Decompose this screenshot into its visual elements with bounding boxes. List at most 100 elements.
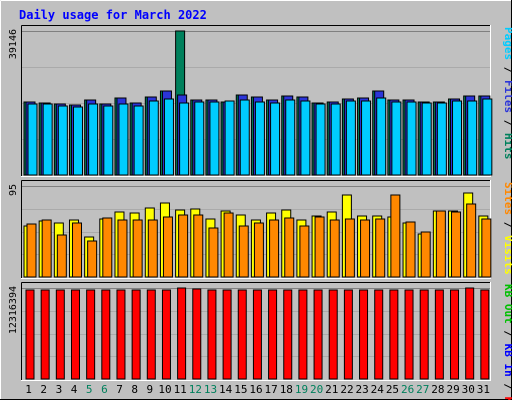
bar-visits-sites-day-10 [162,216,173,278]
x-label-day-11: 11 [174,383,187,396]
bar-hits-pages-day-22 [345,100,356,176]
bar-hits-pages-day-23 [361,100,372,176]
bar-hits-pages-day-19 [300,100,311,176]
bar-kbytes-kbf-day-31 [480,289,490,380]
legend-kb-out: KB Out [502,284,512,324]
panel-kbytes-legend: KB Out / KB In / KB F [502,284,512,400]
bar-visits-sites-day-16 [253,222,264,278]
legend-separator: / [502,377,512,397]
x-label-day-19: 19 [295,383,308,396]
legend-separator: / [502,324,512,344]
bar-hits-pages-day-5 [88,103,99,176]
legend-files: Files [502,80,512,113]
panel-visits: 95 Sites / Visits [8,180,512,279]
x-label-day-22: 22 [340,383,353,396]
bar-visits-sites-day-14 [223,212,234,278]
x-label-day-27: 27 [416,383,429,396]
bar-visits-sites-day-13 [208,227,219,278]
bar-visits-sites-day-29 [451,211,462,278]
x-label-day-5: 5 [86,383,93,396]
x-label-day-18: 18 [280,383,293,396]
bar-hits-pages-day-10 [163,98,174,176]
bar-visits-sites-day-5 [87,240,98,278]
chart-title: Daily usage for March 2022 [19,8,207,22]
x-label-day-29: 29 [446,383,459,396]
x-label-day-7: 7 [116,383,123,396]
x-label-day-6: 6 [101,383,108,396]
bar-visits-sites-day-3 [56,234,67,278]
bar-visits-sites-day-28 [435,210,446,278]
legend-separator: / [502,215,512,235]
bar-kbytes-kbf-day-23 [359,289,369,380]
bar-kbytes-kbf-day-25 [389,289,399,380]
bar-hits-pages-day-30 [467,100,478,176]
bar-visits-sites-day-24 [375,218,386,278]
bar-kbytes-kbf-day-26 [404,289,414,380]
bar-hits-pages-day-27 [421,102,432,176]
bar-kbytes-kbf-day-21 [328,289,338,380]
bar-kbytes-kbf-day-28 [434,289,444,380]
legend-pages: Pages [502,27,512,60]
bar-kbytes-kbf-day-13 [207,289,217,380]
bar-hits-pages-day-3 [57,105,68,176]
bar-visits-sites-day-21 [329,219,340,278]
bar-visits-sites-day-1 [26,223,37,278]
bar-visits-sites-day-6 [102,217,113,278]
bar-hits-pages-day-28 [436,102,447,176]
legend-kb-in: KB In [502,344,512,377]
bar-hits-pages-day-13 [209,101,220,176]
bar-visits-sites-day-30 [466,203,477,278]
x-label-day-23: 23 [356,383,369,396]
bar-hits-pages-day-12 [194,101,205,176]
bar-hits-pages-day-8 [133,105,144,176]
bar-visits-sites-day-12 [193,214,204,278]
bar-kbytes-kbf-day-30 [465,287,475,380]
bar-visits-sites-day-18 [284,217,295,278]
x-label-day-13: 13 [204,383,217,396]
bar-visits-sites-day-4 [71,222,82,278]
bar-visits-sites-day-26 [405,221,416,278]
x-label-day-24: 24 [371,383,385,396]
legend-hits: Hits [502,133,512,160]
bar-kbytes-kbf-day-29 [450,289,460,380]
bar-kbytes-kbf-day-15 [237,289,247,380]
x-label-day-16: 16 [249,383,262,396]
x-label-day-8: 8 [131,383,138,396]
bar-hits-pages-day-1 [27,103,38,176]
legend-separator: / [502,60,512,80]
x-label-day-4: 4 [71,383,78,396]
bar-hits-pages-day-21 [330,103,341,176]
panel-visits-legend: Sites / Visits [502,182,512,275]
bar-visits-sites-day-9 [147,219,158,278]
bar-hits-pages-day-15 [239,99,250,176]
bar-kbytes-kbf-day-9 [146,289,156,380]
bar-kbytes-kbf-day-10 [161,289,171,380]
bar-visits-sites-day-17 [269,219,280,278]
panel-kbytes-axis-max-label: 12316394 [8,286,19,334]
bar-hits-pages-day-31 [482,98,493,176]
bar-visits-sites-day-19 [299,225,310,278]
bar-hits-pages-day-2 [42,103,53,176]
x-label-day-9: 9 [147,383,154,396]
bar-hits-pages-day-20 [315,103,326,176]
x-label-day-14: 14 [219,383,233,396]
x-label-day-30: 30 [462,383,475,396]
x-label-day-1: 1 [25,383,32,396]
bar-kbytes-kbf-day-16 [252,289,262,380]
x-label-day-20: 20 [310,383,323,396]
bar-hits-pages-day-4 [72,106,83,176]
bar-hits-pages-day-18 [285,99,296,176]
x-label-day-3: 3 [56,383,63,396]
bar-visits-sites-day-25 [390,194,401,278]
legend-visits: Visits [502,235,512,275]
legend-kb-f: KB F [502,397,512,400]
bar-kbytes-kbf-day-8 [131,289,141,380]
bar-kbytes-kbf-day-5 [86,289,96,380]
x-label-day-28: 28 [431,383,444,396]
bar-visits-sites-day-31 [481,218,492,278]
bar-kbytes-kbf-day-4 [70,289,80,380]
